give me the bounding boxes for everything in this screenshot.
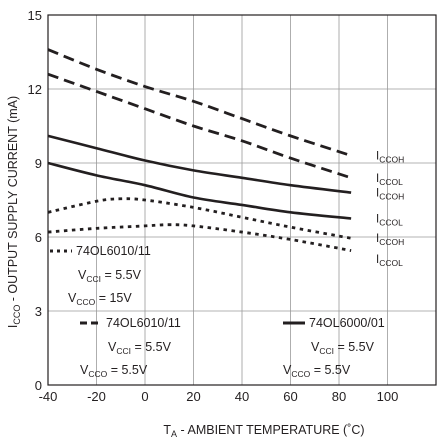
legend-vcci: VCCI = 5.5V [311,340,375,356]
x-tick-label: 20 [186,389,200,404]
tick-labels: -40 -20 0 20 40 60 80 100 0 3 6 9 12 15 [28,8,399,404]
curve-label-main: I [376,188,379,200]
curve-label-sub: CCOL [379,218,403,228]
curve-label: ICCOH [376,233,404,247]
legend-vcci-sub: CCI [116,346,131,356]
curve-label-main: I [376,151,379,163]
curve-label-main: I [376,233,379,245]
series-line-2 [47,72,352,180]
curve-label-main: I [376,214,379,226]
curve-label: ICCOL [376,173,403,187]
y-axis-title-rest: - OUTPUT SUPPLY CURRENT (mA) [6,96,20,305]
series-line-5 [47,197,352,240]
legend-vcco-sub: CCO [88,369,107,379]
curve-label-sub: CCOL [379,258,403,268]
grid [48,15,436,385]
y-tick-label: 3 [35,304,42,319]
legend-part-label: 74OL6000/01 [309,316,385,330]
series-lines [47,48,352,252]
legend-vcco-main: V [80,363,89,377]
legend-vcco-rest: = 5.5V [107,363,148,377]
y-tick-label: 6 [35,230,42,245]
x-tick-label: 40 [235,389,249,404]
legend-vcci-rest: = 5.5V [101,268,142,282]
x-tick-label: 0 [141,389,148,404]
x-tick-label: 60 [283,389,297,404]
curve-label: ICCOL [376,254,403,268]
legend-vcco-main: V [68,291,77,305]
x-tick-label: 100 [377,389,399,404]
curve-label: ICCOL [376,214,403,228]
legend-vcci: VCCI = 5.5V [78,268,142,284]
curve-label-main: I [376,173,379,185]
y-tick-label: 12 [28,82,42,97]
x-axis-title-sub: A [171,429,177,439]
series-line-4 [47,161,352,220]
legend-vcco: VCCO = 15V [68,291,132,307]
x-tick-label: 80 [332,389,346,404]
x-axis-title: TA - AMBIENT TEMPERATURE (˚C) [163,423,364,439]
legend-vcco-rest: = 15V [95,291,132,305]
x-tick-label: -40 [39,389,58,404]
curve-label-sub: CCOL [379,177,403,187]
curve-label: ICCOH [376,151,404,165]
y-axis-title-main: I [6,325,20,328]
legend-vcci-main: V [108,340,117,354]
curve-label: ICCOH [376,188,404,202]
curve-label-sub: CCOH [379,155,404,165]
legend-vcci-rest: = 5.5V [334,340,375,354]
x-axis-title-rest: - AMBIENT TEMPERATURE (˚C) [177,423,365,437]
legend-vcco-rest: = 5.5V [310,363,351,377]
plot-frame [47,14,437,386]
legend-vcco-sub: CCO [291,369,310,379]
legend-vcci-main: V [78,268,87,282]
y-tick-label: 9 [35,156,42,171]
legend-vcci-main: V [311,340,320,354]
x-axis-title-main: T [163,423,171,437]
y-axis-title: ICCO - OUTPUT SUPPLY CURRENT (mA) [6,96,22,328]
legend-part-label: 74OL6010/11 [106,316,181,330]
legend-vcci-rest: = 5.5V [131,340,172,354]
y-tick-label: 15 [28,8,42,23]
y-axis-title-sub: CCO [12,305,22,325]
curve-label-sub: CCOH [379,192,404,202]
legend-vcco: VCCO = 5.5V [283,363,351,379]
curve-label-sub: CCOH [379,237,404,247]
y-tick-label: 0 [35,378,42,393]
series-line-3 [47,134,352,194]
legend-vcco-sub: CCO [76,297,95,307]
curve-label-main: I [376,254,379,266]
legend-vcci: VCCI = 5.5V [108,340,172,356]
legend-vcco-main: V [283,363,292,377]
legend-vcci-sub: CCI [319,346,334,356]
legend-part-label: 74OL6010/11 [76,244,151,258]
legend-vcci-sub: CCI [86,274,101,284]
x-tick-label: -20 [87,389,106,404]
legend-vcco: VCCO = 5.5V [80,363,148,379]
series-line-1 [47,48,352,157]
